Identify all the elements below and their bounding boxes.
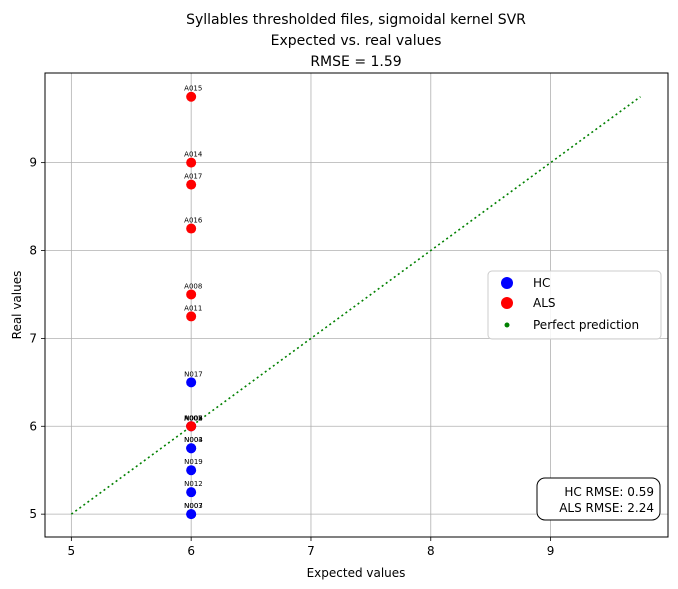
legend-label-perfect: Perfect prediction <box>533 318 639 332</box>
hc-point-label: N003 <box>184 502 203 510</box>
als-point-label: A017 <box>184 173 202 181</box>
x-tick-label: 8 <box>427 544 435 558</box>
als-point-label: A016 <box>184 217 203 225</box>
legend-label-hc: HC <box>533 276 550 290</box>
hc-point-label: N006 <box>184 414 203 422</box>
als-point-label: A015 <box>184 85 202 93</box>
hc-point-label: N012 <box>184 480 203 488</box>
als-point-label: A003 <box>184 414 202 422</box>
als-point-label: A011 <box>184 304 202 312</box>
x-tick-label: 5 <box>68 544 76 558</box>
y-tick-label: 8 <box>29 244 37 258</box>
hc-point-n019 <box>186 465 197 476</box>
axis-ticks: 5 6 7 8 9 5 6 7 8 9 <box>29 156 554 558</box>
chart-title-line-2: Expected vs. real values <box>271 33 442 49</box>
legend-box <box>487 270 662 340</box>
y-tick-label: 5 <box>29 507 37 521</box>
y-tick-label: 7 <box>29 331 37 345</box>
legend-marker-perfect <box>504 322 510 328</box>
als-point-label: A008 <box>184 282 202 290</box>
als-point-a014 <box>186 157 197 168</box>
legend-label-als: ALS <box>533 296 556 310</box>
x-tick-label: 6 <box>187 544 195 558</box>
chart-title: Syllables thresholded files, sigmoidal k… <box>186 12 526 70</box>
hc-point-label: N017 <box>184 370 203 378</box>
hc-point-label: N002 <box>184 414 203 422</box>
legend-marker-hc <box>501 277 513 289</box>
als-point-label: A014 <box>184 151 203 159</box>
rmse-box <box>536 477 661 521</box>
plot-frame <box>44 72 669 538</box>
hc-point-label: N004 <box>184 436 203 444</box>
hc-point-n007 <box>186 509 197 520</box>
legend-marker-als <box>501 297 513 309</box>
als-point-a016 <box>186 223 197 234</box>
als-point-label: A002 <box>184 414 202 422</box>
als-point-a008 <box>186 289 197 300</box>
als-point-a003 <box>186 421 197 432</box>
chart-title-line-1: Syllables thresholded files, sigmoidal k… <box>186 12 526 28</box>
hc-rmse-text: HC RMSE: 0.59 <box>564 485 654 499</box>
point-labels: N017N002N006N003N004N019N012N003N007A015… <box>184 85 203 510</box>
als-rmse-text: ALS RMSE: 2.24 <box>559 501 654 515</box>
hc-point-n017 <box>186 377 197 388</box>
hc-point-label: N003 <box>184 436 203 444</box>
chart-title-line-3: RMSE = 1.59 <box>310 54 401 70</box>
hc-point-n012 <box>186 487 197 498</box>
data-points <box>186 91 197 520</box>
hc-point-label: N007 <box>184 502 203 510</box>
als-point-a017 <box>186 179 197 190</box>
hc-point-label: N019 <box>184 458 203 466</box>
legend: HC ALS Perfect prediction <box>487 270 662 340</box>
x-axis-label: Expected values <box>307 566 406 580</box>
y-tick-label: 6 <box>29 419 37 433</box>
rmse-annotation: HC RMSE: 0.59 ALS RMSE: 2.24 <box>536 477 661 521</box>
als-point-a011 <box>186 311 197 322</box>
hc-point-n004 <box>186 443 197 454</box>
x-tick-label: 7 <box>307 544 315 558</box>
x-tick-label: 9 <box>547 544 555 558</box>
y-tick-label: 9 <box>29 156 37 170</box>
als-point-a015 <box>186 91 197 102</box>
y-axis-label: Real values <box>10 271 24 340</box>
